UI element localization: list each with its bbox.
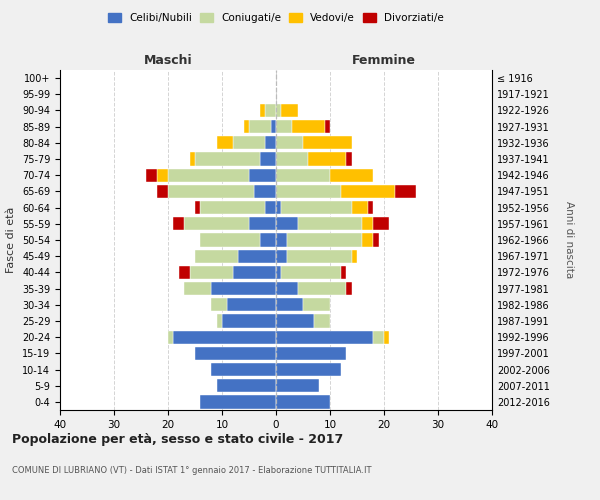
Bar	[217, 314, 222, 328]
Bar	[276, 168, 330, 182]
Bar	[190, 266, 233, 279]
Bar	[254, 185, 276, 198]
Bar	[276, 136, 303, 149]
Bar	[190, 152, 195, 166]
Bar	[227, 298, 276, 312]
Bar	[330, 168, 373, 182]
Bar	[276, 298, 303, 312]
Legend: Celibi/Nubili, Coniugati/e, Vedovi/e, Divorziati/e: Celibi/Nubili, Coniugati/e, Vedovi/e, Di…	[104, 9, 448, 28]
Bar	[195, 152, 260, 166]
Bar	[211, 363, 276, 376]
Bar	[276, 250, 287, 263]
Bar	[276, 185, 341, 198]
Bar	[346, 152, 352, 166]
Bar	[276, 282, 298, 295]
Bar	[173, 330, 276, 344]
Bar	[233, 266, 276, 279]
Bar	[373, 234, 379, 246]
Text: Popolazione per età, sesso e stato civile - 2017: Popolazione per età, sesso e stato civil…	[12, 432, 343, 446]
Bar	[276, 217, 298, 230]
Bar	[287, 234, 362, 246]
Bar	[244, 120, 249, 134]
Bar	[276, 234, 287, 246]
Bar	[265, 201, 276, 214]
Bar	[373, 330, 384, 344]
Bar	[314, 314, 330, 328]
Bar	[217, 379, 276, 392]
Y-axis label: Anni di nascita: Anni di nascita	[563, 202, 574, 278]
Bar	[276, 363, 341, 376]
Bar	[384, 330, 389, 344]
Y-axis label: Fasce di età: Fasce di età	[7, 207, 16, 273]
Bar	[265, 104, 276, 117]
Bar	[146, 168, 157, 182]
Bar	[395, 185, 416, 198]
Bar	[260, 152, 276, 166]
Bar	[265, 136, 276, 149]
Bar	[281, 104, 298, 117]
Bar	[341, 185, 395, 198]
Bar	[303, 136, 352, 149]
Text: Maschi: Maschi	[143, 54, 193, 67]
Bar	[281, 201, 352, 214]
Bar	[157, 168, 168, 182]
Bar	[157, 185, 168, 198]
Bar	[200, 396, 276, 408]
Bar	[260, 104, 265, 117]
Bar	[362, 234, 373, 246]
Bar	[168, 330, 173, 344]
Bar	[173, 217, 184, 230]
Bar	[292, 120, 325, 134]
Bar	[233, 136, 265, 149]
Text: Femmine: Femmine	[352, 54, 416, 67]
Bar	[287, 250, 352, 263]
Bar	[276, 120, 292, 134]
Bar	[195, 250, 238, 263]
Bar	[368, 201, 373, 214]
Bar	[341, 266, 346, 279]
Bar	[200, 234, 260, 246]
Bar	[211, 298, 227, 312]
Bar	[276, 330, 373, 344]
Bar	[217, 136, 233, 149]
Bar	[168, 168, 249, 182]
Bar	[276, 379, 319, 392]
Bar	[276, 201, 281, 214]
Bar	[195, 201, 200, 214]
Bar	[352, 250, 357, 263]
Bar	[195, 346, 276, 360]
Bar	[200, 201, 265, 214]
Bar	[303, 298, 330, 312]
Bar	[298, 217, 362, 230]
Bar	[276, 266, 281, 279]
Bar	[222, 314, 276, 328]
Bar	[352, 201, 368, 214]
Bar	[281, 266, 341, 279]
Bar	[346, 282, 352, 295]
Bar	[362, 217, 373, 230]
Bar	[238, 250, 276, 263]
Bar	[179, 266, 190, 279]
Bar	[168, 185, 254, 198]
Bar	[184, 217, 249, 230]
Bar	[271, 120, 276, 134]
Bar	[211, 282, 276, 295]
Bar	[325, 120, 330, 134]
Bar	[276, 346, 346, 360]
Bar	[249, 168, 276, 182]
Bar	[276, 152, 308, 166]
Bar	[276, 314, 314, 328]
Bar	[298, 282, 346, 295]
Bar	[308, 152, 346, 166]
Bar	[184, 282, 211, 295]
Bar	[276, 104, 281, 117]
Bar	[260, 234, 276, 246]
Text: COMUNE DI LUBRIANO (VT) - Dati ISTAT 1° gennaio 2017 - Elaborazione TUTTITALIA.I: COMUNE DI LUBRIANO (VT) - Dati ISTAT 1° …	[12, 466, 371, 475]
Bar	[249, 217, 276, 230]
Bar	[249, 120, 271, 134]
Bar	[373, 217, 389, 230]
Bar	[276, 396, 330, 408]
